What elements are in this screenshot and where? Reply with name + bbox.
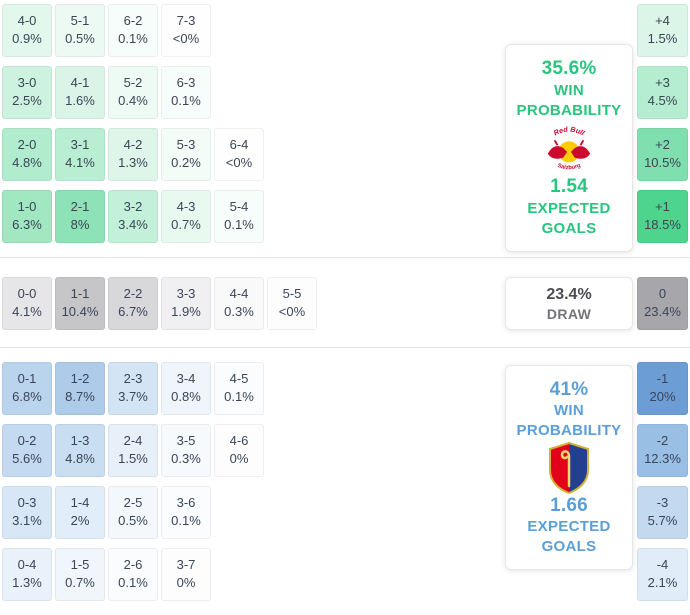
score-cell-2-5: 2-5 0.5%: [108, 486, 158, 539]
home-win-probability-label: WIN PROBABILITY: [516, 82, 622, 119]
score-cell-5-2: 5-2 0.4%: [108, 66, 158, 119]
score-cell-3-5: 3-5 0.3%: [161, 424, 211, 477]
score-cell-2-6: 2-6 0.1%: [108, 548, 158, 601]
away-expected-goals-label: EXPECTED GOALS: [527, 518, 611, 555]
score-cell-3-4: 3-4 0.8%: [161, 362, 211, 415]
draw-label: DRAW: [546, 305, 592, 322]
score-cell-1-0: 1-0 6.3%: [2, 190, 52, 243]
score-cell-2-4: 2-4 1.5%: [108, 424, 158, 477]
goal-diff-cell-+1: +1 18.5%: [637, 190, 688, 243]
score-cell-4-5: 4-5 0.1%: [214, 362, 264, 415]
score-cell-0-4: 0-4 1.3%: [2, 548, 52, 601]
away-win-probability-value: 41%: [549, 379, 589, 400]
score-cell-7-3: 7-3 <0%: [161, 4, 211, 57]
score-cell-1-2: 1-2 8.7%: [55, 362, 105, 415]
svg-text:Salzburg: Salzburg: [557, 163, 582, 171]
score-cell-0-1: 0-1 6.8%: [2, 362, 52, 415]
score-cell-6-2: 6-2 0.1%: [108, 4, 158, 57]
goal-diff-cell-0: 0 23.4%: [637, 277, 688, 330]
score-cell-3-1: 3-1 4.1%: [55, 128, 105, 181]
score-cell-3-6: 3-6 0.1%: [161, 486, 211, 539]
score-cell-2-0: 2-0 4.8%: [2, 128, 52, 181]
score-cell-1-5: 1-5 0.7%: [55, 548, 105, 601]
score-cell-3-3: 3-3 1.9%: [161, 277, 211, 330]
rb-salzburg-logo: Red Bull Salzburg: [544, 121, 594, 175]
score-cell-6-3: 6-3 0.1%: [161, 66, 211, 119]
goal-diff-cell--1: -1 20%: [637, 362, 688, 415]
home-win-probability-value: 35.6%: [541, 58, 597, 79]
score-cell-0-3: 0-3 3.1%: [2, 486, 52, 539]
draw-probability-value: 23.4%: [546, 285, 592, 303]
section-divider: [0, 257, 690, 258]
away-win-probability-label: WIN PROBABILITY: [516, 402, 622, 439]
score-cell-3-0: 3-0 2.5%: [2, 66, 52, 119]
home-expected-goals-value: 1.54: [550, 176, 588, 197]
goal-diff-cell--3: -3 5.7%: [637, 486, 688, 539]
svg-text:Red Bull: Red Bull: [552, 125, 587, 138]
score-cell-3-2: 3-2 3.4%: [108, 190, 158, 243]
score-cell-4-3: 4-3 0.7%: [161, 190, 211, 243]
section-divider: [0, 347, 690, 348]
score-cell-4-0: 4-0 0.9%: [2, 4, 52, 57]
score-cell-1-3: 1-3 4.8%: [55, 424, 105, 477]
goal-diff-cell-+4: +4 1.5%: [637, 4, 688, 57]
score-cell-4-2: 4-2 1.3%: [108, 128, 158, 181]
score-cell-2-3: 2-3 3.7%: [108, 362, 158, 415]
score-cell-0-0: 0-0 4.1%: [2, 277, 52, 330]
goal-diff-cell--2: -2 12.3%: [637, 424, 688, 477]
score-cell-2-2: 2-2 6.7%: [108, 277, 158, 330]
score-cell-5-5: 5-5 <0%: [267, 277, 317, 330]
score-cell-1-1: 1-1 10.4%: [55, 277, 105, 330]
score-cell-4-6: 4-6 0%: [214, 424, 264, 477]
score-cell-5-4: 5-4 0.1%: [214, 190, 264, 243]
score-cell-5-3: 5-3 0.2%: [161, 128, 211, 181]
goal-diff-cell-+2: +2 10.5%: [637, 128, 688, 181]
score-cell-3-7: 3-7 0%: [161, 548, 211, 601]
score-cell-0-2: 0-2 5.6%: [2, 424, 52, 477]
score-cell-5-1: 5-1 0.5%: [55, 4, 105, 57]
goal-diff-cell--4: -4 2.1%: [637, 548, 688, 601]
score-cell-6-4: 6-4 <0%: [214, 128, 264, 181]
away-win-panel: 41% WIN PROBABILITY 1.66 EXP: [505, 365, 633, 570]
score-cell-4-4: 4-4 0.3%: [214, 277, 264, 330]
draw-panel: 23.4% DRAW: [505, 277, 633, 330]
score-cell-1-4: 1-4 2%: [55, 486, 105, 539]
home-win-panel: 35.6% WIN PROBABILITY Red Bull Salzburg: [505, 44, 633, 252]
goal-diff-cell-+3: +3 4.5%: [637, 66, 688, 119]
home-expected-goals-label: EXPECTED GOALS: [527, 200, 611, 237]
fc-basel-logo: [547, 441, 591, 495]
score-cell-4-1: 4-1 1.6%: [55, 66, 105, 119]
away-expected-goals-value: 1.66: [550, 494, 588, 516]
score-cell-2-1: 2-1 8%: [55, 190, 105, 243]
